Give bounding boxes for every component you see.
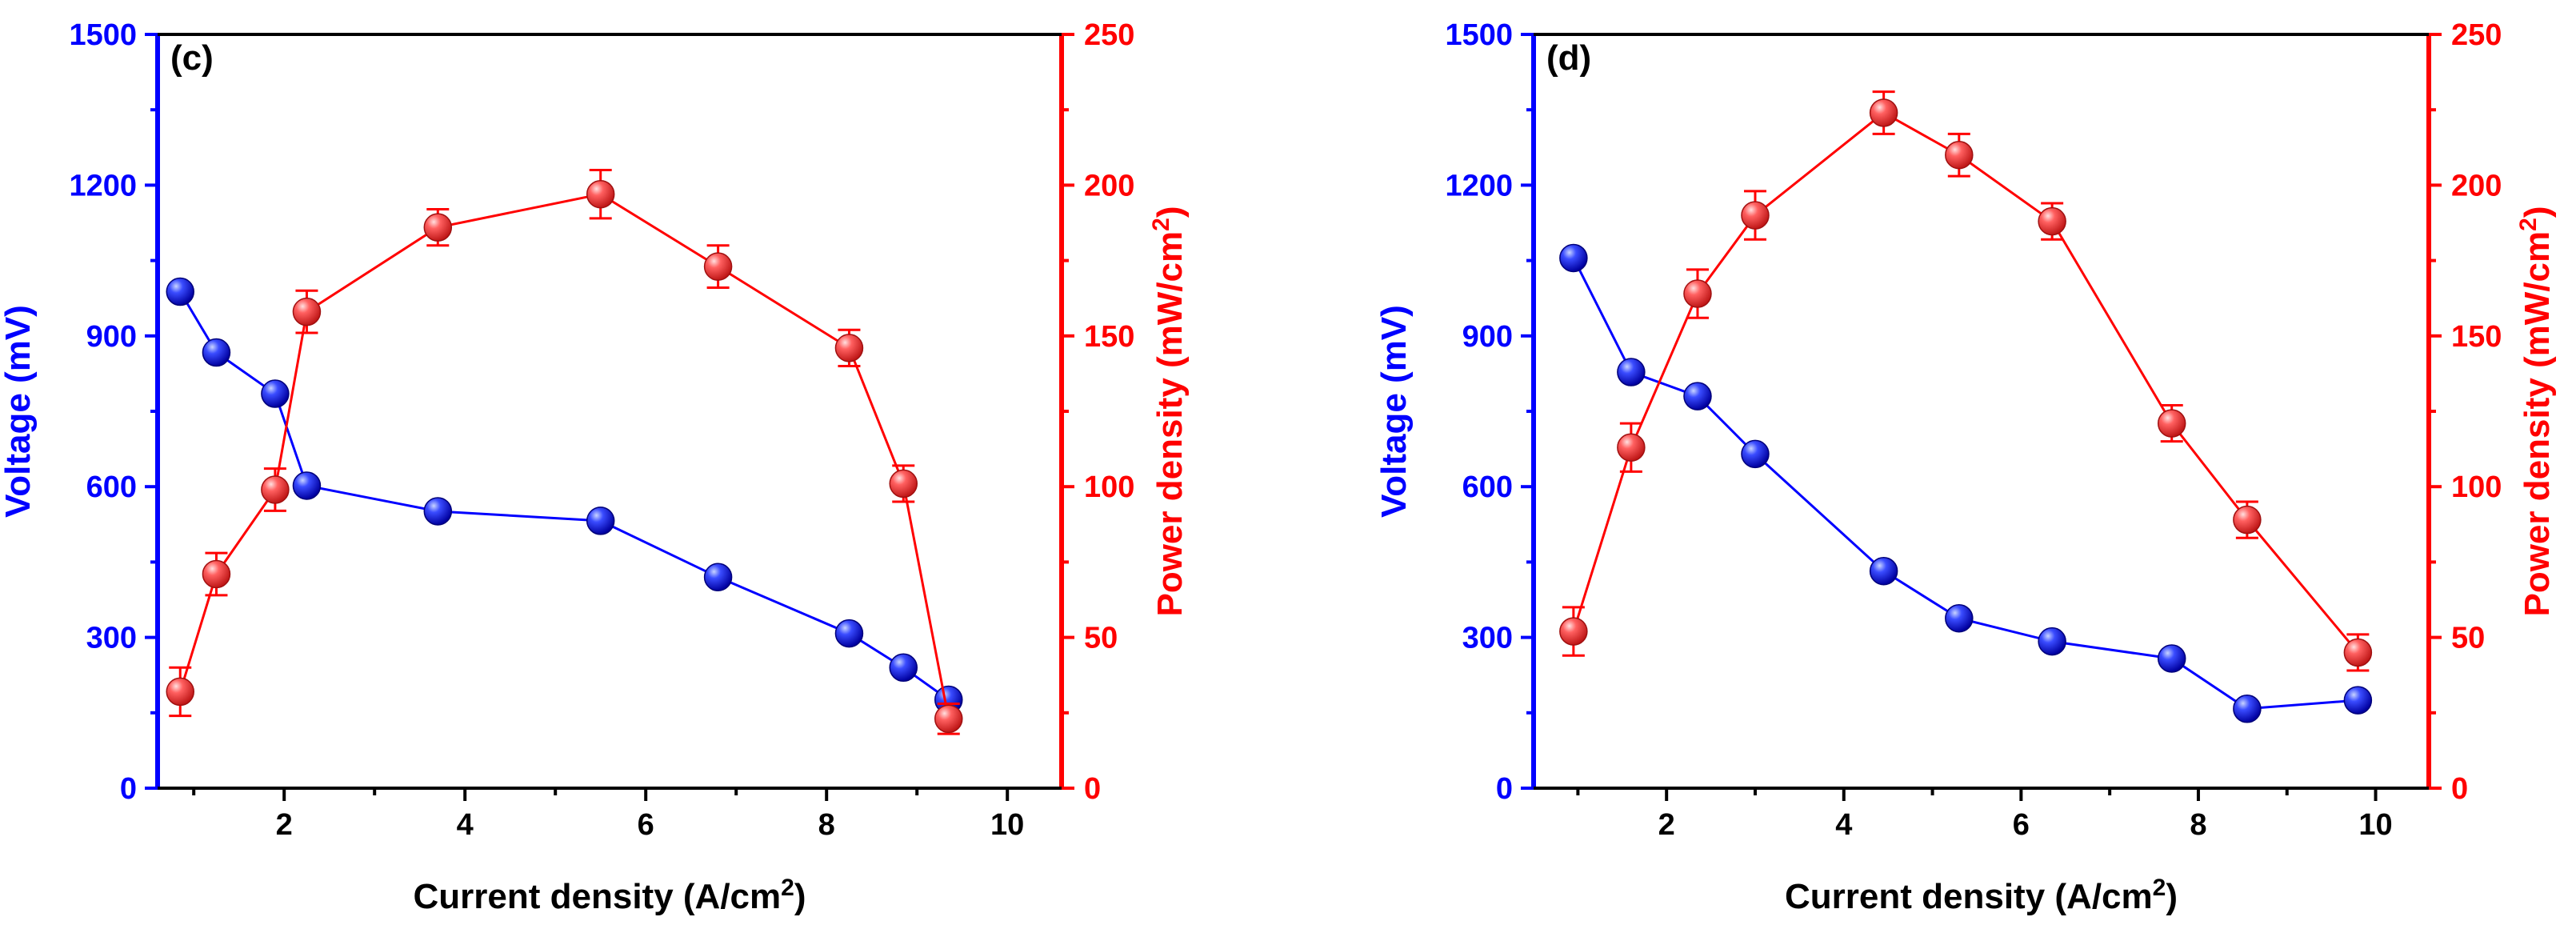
d-voltage-point (2038, 627, 2066, 656)
d-y-right-tick-label: 100 (2451, 470, 2502, 504)
d-voltage-point (1945, 603, 1974, 633)
c-y-left-axis-title: Voltage (mV) (0, 305, 38, 518)
d-power-point (1741, 201, 1770, 230)
c-power-point (889, 469, 918, 499)
d-x-tick-label: 10 (2358, 808, 2392, 842)
d-panel-label: (d) (1546, 38, 1591, 78)
c-y-right-tick-label: 0 (1084, 772, 1101, 806)
c-voltage-point (202, 338, 231, 367)
d-y-right-tick-label: 150 (2451, 320, 2502, 354)
d-x-axis-title-end: ) (2166, 877, 2178, 916)
c-x-tick-label: 10 (990, 808, 1024, 842)
c-y-right-tick-label: 150 (1084, 320, 1134, 354)
c-x-axis-title-sup: 2 (781, 875, 794, 901)
chart-panel-c: 2 4 6 8 10030060090012001500050100150200250C… (0, 18, 1190, 916)
c-voltage-point (889, 653, 918, 683)
c-power-point (202, 559, 231, 589)
d-power-point (2038, 206, 2066, 236)
d-y-left-tick-label: 0 (1496, 772, 1513, 806)
c-power-point (586, 179, 615, 209)
chart-panel-d: 2 4 6 8 10030060090012001500050100150200250C… (1374, 18, 2557, 916)
c-voltage-line (178, 290, 950, 701)
d-x-tick-label: 6 (2013, 808, 2030, 842)
c-y-right-tick-label: 200 (1084, 169, 1134, 202)
d-power-line (1572, 111, 2359, 654)
c-y-left-tick-label: 900 (86, 320, 137, 354)
d-y-right-axis-title-end: ) (2518, 206, 2557, 218)
d-voltage-point (1617, 358, 1646, 386)
c-power-point (423, 213, 453, 242)
c-x-tick-label: 8 (818, 808, 835, 842)
d-voltage-point (1683, 382, 1712, 410)
c-y-left-tick-label: 300 (86, 622, 137, 655)
c-x-tick-label: 4 (457, 808, 474, 842)
d-voltage-point (1559, 243, 1588, 273)
c-voltage-point (586, 507, 615, 535)
c-voltage-point (166, 277, 194, 306)
c-y-left-tick-label: 600 (86, 470, 137, 504)
d-y-right-tick-label: 0 (2451, 772, 2468, 806)
c-y-right-axis-title: Power density (mW/cm2) (1148, 206, 1190, 616)
c-voltage-point (423, 497, 453, 526)
c-x-tick-label: 2 (276, 808, 293, 842)
d-y-right-tick-label: 200 (2451, 169, 2502, 202)
c-y-right-axis-title-sup: 2 (1148, 218, 1174, 231)
c-y-left-tick-label: 1500 (69, 18, 137, 52)
d-y-left-tick-label: 1500 (1445, 18, 1513, 52)
d-y-left-tick-label: 1200 (1445, 169, 1513, 202)
c-x-axis-title-end: ) (794, 877, 806, 916)
c-power-point (261, 475, 290, 504)
c-power-point (292, 297, 322, 326)
c-y-right-tick-label: 100 (1084, 470, 1134, 504)
d-power-point (1869, 98, 1898, 127)
c-panel-label: (c) (170, 38, 214, 78)
d-voltage-point (2343, 686, 2373, 715)
d-y-left-tick-label: 300 (1462, 622, 1513, 655)
d-voltage-point (1869, 556, 1898, 586)
d-x-tick-label: 4 (1835, 808, 1852, 842)
d-power-point (1617, 433, 1646, 462)
d-y-right-axis-title-sup: 2 (2515, 218, 2542, 231)
c-y-right-axis-title-end: ) (1150, 206, 1190, 218)
d-voltage-point (2233, 695, 2262, 723)
c-power-point (166, 677, 194, 707)
d-y-right-tick-label: 250 (2451, 18, 2502, 52)
c-voltage-point (261, 379, 290, 408)
d-power-point (1559, 617, 1588, 646)
c-y-left-tick-label: 0 (120, 772, 137, 806)
d-power-point (1683, 279, 1712, 308)
c-voltage-point (834, 619, 864, 648)
d-power-point (2343, 638, 2373, 667)
c-y-left-tick-label: 1200 (69, 169, 137, 202)
d-power-point (1945, 140, 1974, 170)
c-x-axis-title: Current density (A/cm2) (414, 875, 806, 916)
d-voltage-point (2157, 644, 2186, 673)
c-power-point (934, 704, 963, 734)
d-voltage-point (1741, 439, 1770, 469)
c-x-tick-label: 6 (638, 808, 654, 842)
d-x-axis-title-sup: 2 (2153, 875, 2166, 901)
c-power-line (178, 193, 950, 719)
d-power-point (2157, 409, 2186, 438)
c-y-right-tick-label: 50 (1084, 622, 1118, 655)
d-x-axis-title: Current density (A/cm2) (1785, 875, 2178, 916)
c-power-point (834, 334, 864, 362)
d-y-left-tick-label: 600 (1462, 470, 1513, 504)
c-power-point (703, 252, 733, 281)
c-y-right-tick-label: 250 (1084, 18, 1134, 52)
c-voltage-point (292, 471, 322, 500)
d-y-right-tick-label: 50 (2451, 622, 2485, 655)
d-x-tick-label: 2 (1658, 808, 1675, 842)
d-voltage-line (1572, 257, 2358, 711)
d-x-tick-label: 8 (2190, 808, 2206, 842)
c-voltage-point (703, 563, 733, 591)
d-y-left-tick-label: 900 (1462, 320, 1513, 354)
d-y-left-axis-title: Voltage (mV) (1374, 305, 1414, 518)
d-power-point (2233, 505, 2262, 535)
d-y-right-axis-title: Power density (mW/cm2) (2515, 206, 2557, 616)
